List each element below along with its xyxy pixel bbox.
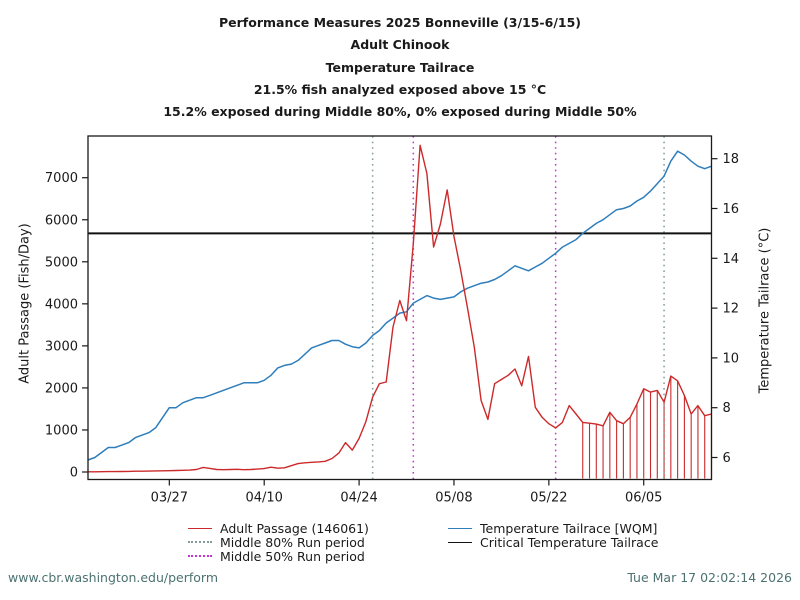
svg-text:04/24: 04/24 [340, 491, 377, 506]
middle80-dotted-swatch [188, 541, 212, 543]
svg-text:12: 12 [723, 302, 740, 317]
svg-text:05/22: 05/22 [530, 491, 567, 506]
svg-text:8: 8 [723, 401, 731, 416]
svg-text:06/05: 06/05 [625, 491, 662, 506]
legend-label: Middle 80% Run period [220, 534, 365, 550]
svg-text:2000: 2000 [45, 381, 78, 396]
svg-text:18: 18 [723, 152, 740, 167]
chart-title-block: Performance Measures 2025 Bonneville (3/… [0, 12, 800, 123]
temperature-line-swatch [448, 527, 472, 529]
svg-text:7000: 7000 [45, 171, 78, 186]
svg-text:3000: 3000 [45, 339, 78, 354]
title-line-4: 21.5% fish analyzed exposed above 15 °C [253, 81, 547, 97]
svg-text:14: 14 [723, 252, 740, 267]
legend-label: Middle 50% Run period [220, 548, 365, 564]
critical-line-swatch [448, 541, 472, 543]
svg-text:1000: 1000 [45, 423, 78, 438]
title-line-1: Performance Measures 2025 Bonneville (3/… [218, 15, 581, 30]
svg-text:10: 10 [723, 351, 740, 366]
legend-item-temperature: Temperature Tailrace [WQM] [448, 520, 658, 536]
y-axis-label-left: Adult Passage (Fish/Day) [17, 223, 33, 384]
svg-text:6: 6 [723, 451, 731, 466]
svg-text:03/27: 03/27 [151, 491, 188, 506]
legend-item-critical-temperature: Critical Temperature Tailrace [448, 534, 659, 550]
middle50-dotted-swatch [188, 555, 212, 557]
legend-item-adult-passage: Adult Passage (146061) [188, 520, 369, 536]
svg-text:5000: 5000 [45, 255, 78, 270]
footer-url: www.cbr.washington.edu/perform [8, 570, 219, 585]
svg-text:6000: 6000 [45, 213, 78, 228]
y-axis-label-right: Temperature Tailrace (°C) [757, 227, 773, 394]
svg-text:0: 0 [70, 466, 78, 481]
svg-text:05/08: 05/08 [435, 491, 472, 506]
svg-text:04/10: 04/10 [245, 491, 282, 506]
passage-line-swatch [188, 527, 212, 529]
legend-item-middle-80: Middle 80% Run period [188, 534, 369, 550]
legend-label: Temperature Tailrace [WQM] [480, 520, 658, 536]
title-line-3: Temperature Tailrace [325, 59, 475, 75]
legend-label: Adult Passage (146061) [220, 520, 369, 536]
footer-timestamp: Tue Mar 17 02:02:14 2026 [627, 570, 792, 585]
legend-item-middle-50: Middle 50% Run period [188, 548, 369, 564]
legend-label: Critical Temperature Tailrace [480, 534, 659, 550]
svg-text:16: 16 [723, 202, 740, 217]
title-line-5: 15.2% exposed during Middle 80%, 0% expo… [163, 104, 637, 120]
svg-text:4000: 4000 [45, 297, 78, 312]
title-line-2: Adult Chinook [350, 37, 450, 53]
